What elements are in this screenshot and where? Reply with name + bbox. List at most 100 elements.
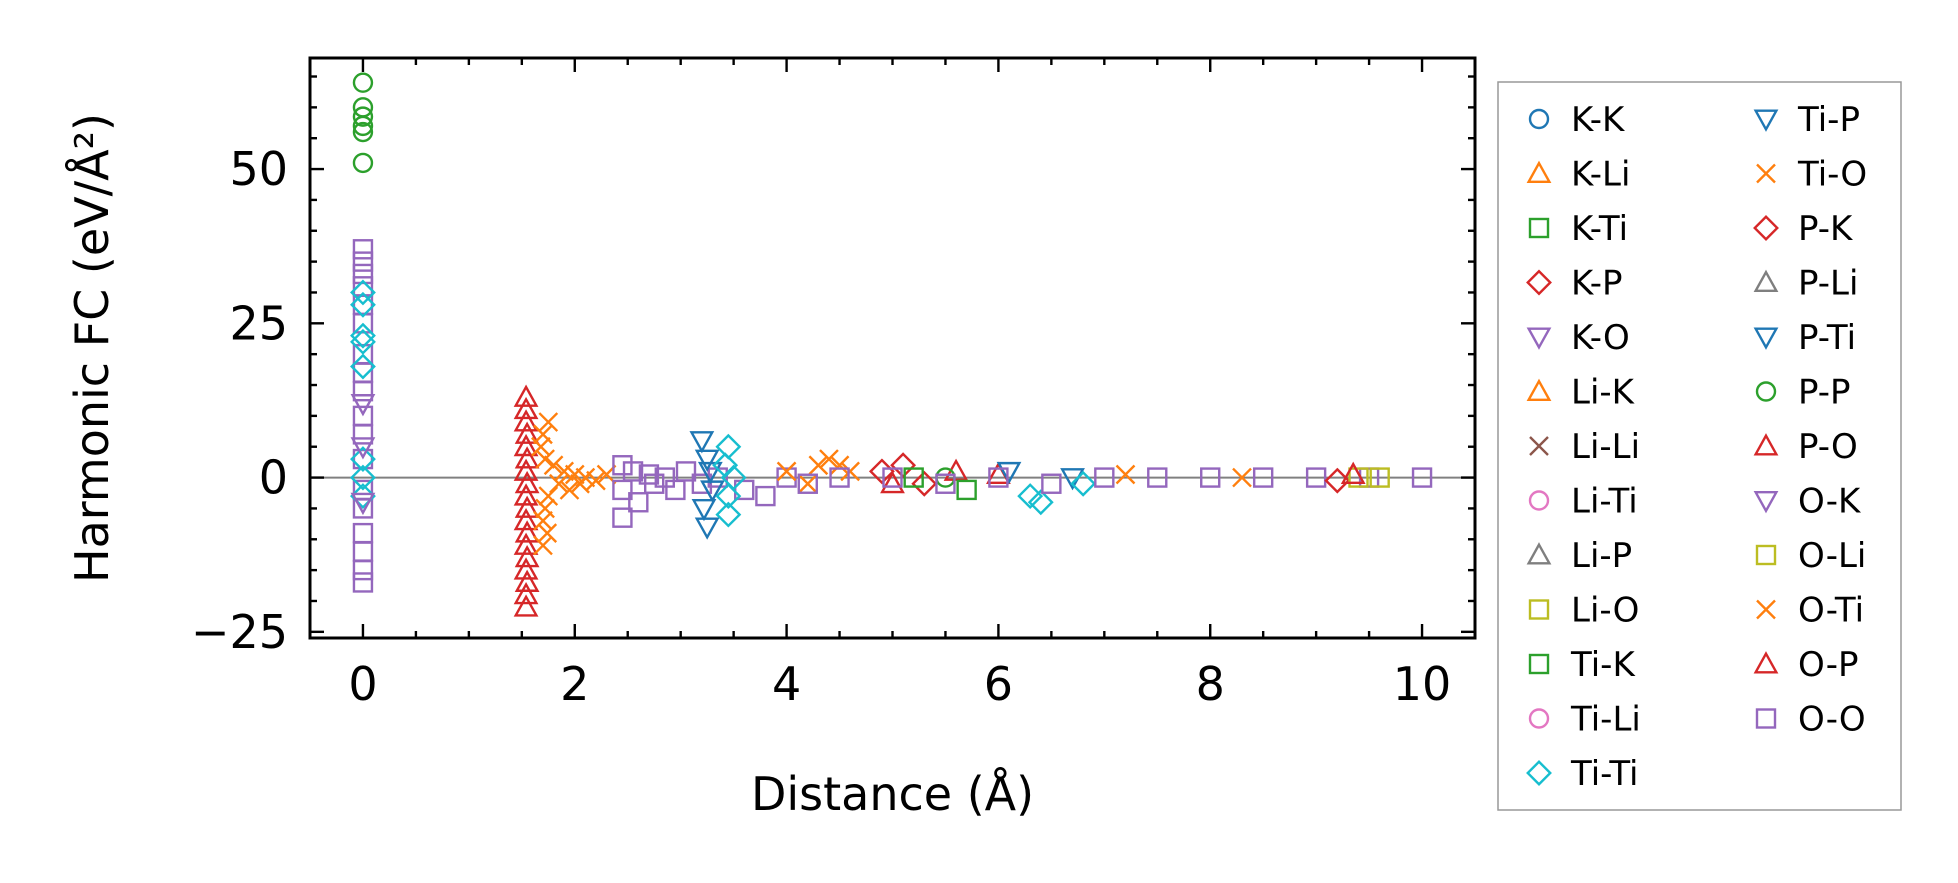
data-point-o-o (352, 559, 374, 581)
data-point-o-o (612, 479, 633, 501)
data-point-ti-o (776, 461, 797, 482)
legend-marker-o-ti (1756, 599, 1776, 620)
data-point-k-p (911, 470, 938, 497)
legend-label-k-li: K-Li (1571, 155, 1630, 195)
data-point-o-o (352, 541, 374, 562)
data-point-o-o (1252, 467, 1274, 488)
data-points (350, 72, 1433, 617)
data-point-o-o (1200, 467, 1221, 488)
legend-marker-k-o (1526, 327, 1552, 350)
legend-label-k-p: K-P (1571, 264, 1623, 304)
legend-marker-p-k (1753, 215, 1779, 241)
legend-marker-ti-o (1756, 163, 1776, 184)
legend-marker-k-k (1528, 108, 1550, 130)
legend-label-k-o: K-O (1571, 318, 1630, 358)
data-point-k-p (890, 452, 917, 479)
data-point-ti-p (996, 461, 1022, 485)
data-point-p-ti (694, 449, 720, 472)
legend-marker-k-li (1526, 160, 1552, 183)
y-axis-label: Harmonic FC (eV/Å²) (65, 113, 119, 583)
data-point-o-o (665, 479, 686, 501)
data-point-o-o (1094, 467, 1115, 488)
legend-label-li-li: Li-Li (1571, 427, 1640, 467)
data-point-o-o (352, 313, 374, 334)
data-point-o-o (352, 263, 374, 285)
legend-label-p-li: P-Li (1798, 264, 1858, 304)
data-point-o-o (734, 479, 755, 501)
legend-label-li-k: Li-K (1571, 373, 1636, 413)
data-point-o-o (935, 473, 956, 494)
legend-marker-p-o (1753, 433, 1779, 456)
data-point-ti-ti (350, 353, 376, 380)
legend-marker-ti-ti (1526, 760, 1552, 786)
data-point-o-o (675, 461, 697, 482)
data-point-o-o (612, 507, 633, 528)
legend-label-ti-p: Ti-P (1797, 100, 1860, 140)
legend-marker-li-o (1528, 599, 1550, 620)
data-point-p-o (513, 409, 539, 432)
data-point-k-o (350, 394, 376, 417)
y-tick-label: 50 (229, 142, 288, 196)
legend-marker-ti-p (1753, 109, 1779, 132)
data-point-ti-ti (715, 501, 742, 528)
data-point-o-o (644, 473, 665, 494)
data-point-p-o (513, 594, 539, 617)
data-point-p-o (513, 433, 539, 457)
data-point-p-ti (694, 517, 720, 540)
legend-label-o-o: O-O (1798, 700, 1866, 740)
data-point-p-o (513, 396, 539, 420)
x-tick-label: 4 (772, 657, 801, 711)
data-point-li-o (1369, 467, 1390, 488)
legend-marker-o-k (1753, 491, 1779, 514)
data-point-ti-ti (350, 328, 376, 355)
data-point-p-o (514, 446, 540, 469)
data-point-o-ti (533, 510, 553, 531)
data-point-o-li (1348, 467, 1369, 488)
legend-label-ti-li: Ti-Li (1570, 700, 1641, 740)
data-point-o-o (352, 522, 374, 544)
data-point-p-o (513, 581, 539, 605)
legend-label-ti-k: Ti-K (1570, 645, 1636, 685)
data-point-p-ti (691, 498, 717, 522)
data-point-ti-ti (350, 483, 376, 510)
data-point-ti-o (819, 449, 839, 469)
data-point-ti-ti (350, 464, 376, 491)
y-tick-label: 0 (259, 451, 288, 505)
legend-marker-ti-li (1528, 708, 1550, 729)
legend-label-ti-ti: Ti-Ti (1570, 754, 1639, 794)
data-point-o-o (654, 467, 675, 488)
legend-marker-ti-k (1528, 653, 1550, 675)
data-point-o-o (1147, 467, 1168, 488)
data-point-o-ti (538, 486, 559, 506)
legend-label-p-o: P-O (1798, 427, 1858, 467)
data-point-o-ti (559, 480, 580, 500)
legend-marker-p-p (1755, 381, 1777, 402)
legend-marker-k-p (1526, 269, 1552, 296)
data-point-p-p (352, 152, 374, 174)
y-tick-label: 25 (229, 296, 288, 350)
legend-label-k-k: K-K (1571, 100, 1626, 140)
data-point-k-o (350, 437, 376, 460)
data-point-o-ti (549, 473, 569, 494)
x-tick-label: 2 (560, 657, 589, 711)
legend-label-o-k: O-K (1798, 482, 1862, 522)
data-point-p-ti (700, 480, 725, 503)
data-point-o-ti (538, 412, 559, 432)
data-point-ti-o (840, 461, 860, 482)
data-point-o-o (352, 498, 374, 519)
data-point-o-o (352, 448, 374, 470)
data-point-ti-ti (1027, 489, 1054, 516)
data-point-o-o (352, 380, 374, 402)
data-point-p-o (880, 470, 905, 494)
data-point-p-o (514, 544, 540, 568)
data-point-o-ti (533, 535, 553, 556)
data-point-ti-ti (1017, 483, 1044, 510)
data-point-o-p (1340, 461, 1366, 484)
data-point-p-o (513, 458, 539, 481)
data-point-p-o (514, 421, 540, 444)
data-point-o-o (352, 251, 374, 272)
data-point-o-ti (586, 470, 606, 491)
data-point-ti-o (797, 473, 818, 494)
legend: K-K K-Li K-Ti K-P K-O Li-K Li-Li Li-Ti Li-P Li-O T… (1497, 81, 1902, 811)
data-point-o-ti (543, 455, 564, 476)
